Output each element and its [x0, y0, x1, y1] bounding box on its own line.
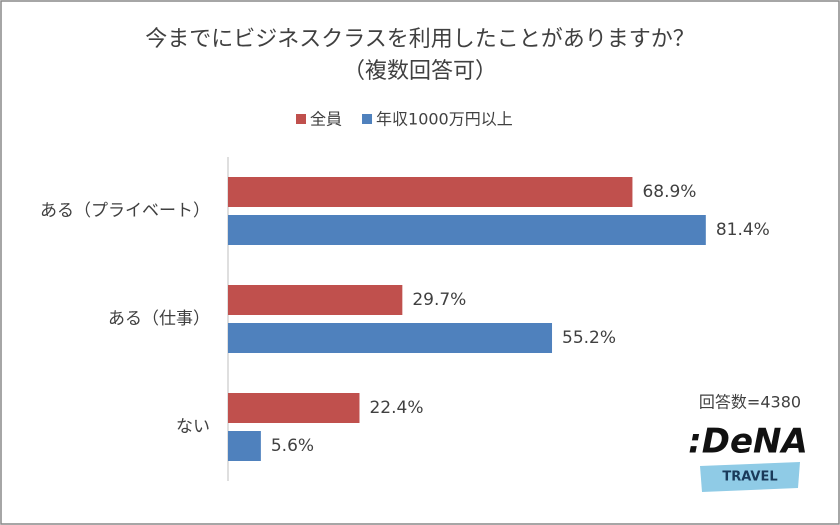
value-label: 22.4% [369, 398, 423, 418]
value-label: 68.9% [642, 182, 696, 202]
logo-band [700, 462, 800, 492]
legend-swatch [362, 114, 373, 124]
bar [228, 177, 633, 207]
logo-name: :DeNA [688, 422, 808, 462]
bar [228, 285, 403, 315]
chart-subtitle: （複数回答可） [343, 59, 497, 84]
legend-swatch [296, 114, 306, 124]
chart-title: 今までにビジネスクラスを利用したことがありますか？ [145, 27, 695, 52]
y-tick-label: ある（プライベート） [40, 201, 210, 221]
value-label: 81.4% [716, 220, 770, 240]
legend-label: 年収1000万円以上 [376, 110, 513, 129]
value-label: 29.7% [412, 290, 466, 310]
bar [228, 431, 261, 461]
annotation: 回答数=4380 [699, 393, 801, 412]
logo: :DeNA TRAVEL [688, 422, 808, 492]
value-label: 55.2% [562, 328, 616, 348]
y-tick-label: ない [176, 417, 210, 437]
bar [228, 323, 553, 353]
bar [228, 393, 360, 423]
legend-label: 全員 [310, 110, 342, 129]
bar [228, 215, 706, 245]
logo-sub: TRAVEL [722, 470, 777, 485]
value-label: 5.6% [271, 436, 314, 456]
y-tick-label: ある（仕事） [108, 309, 210, 329]
